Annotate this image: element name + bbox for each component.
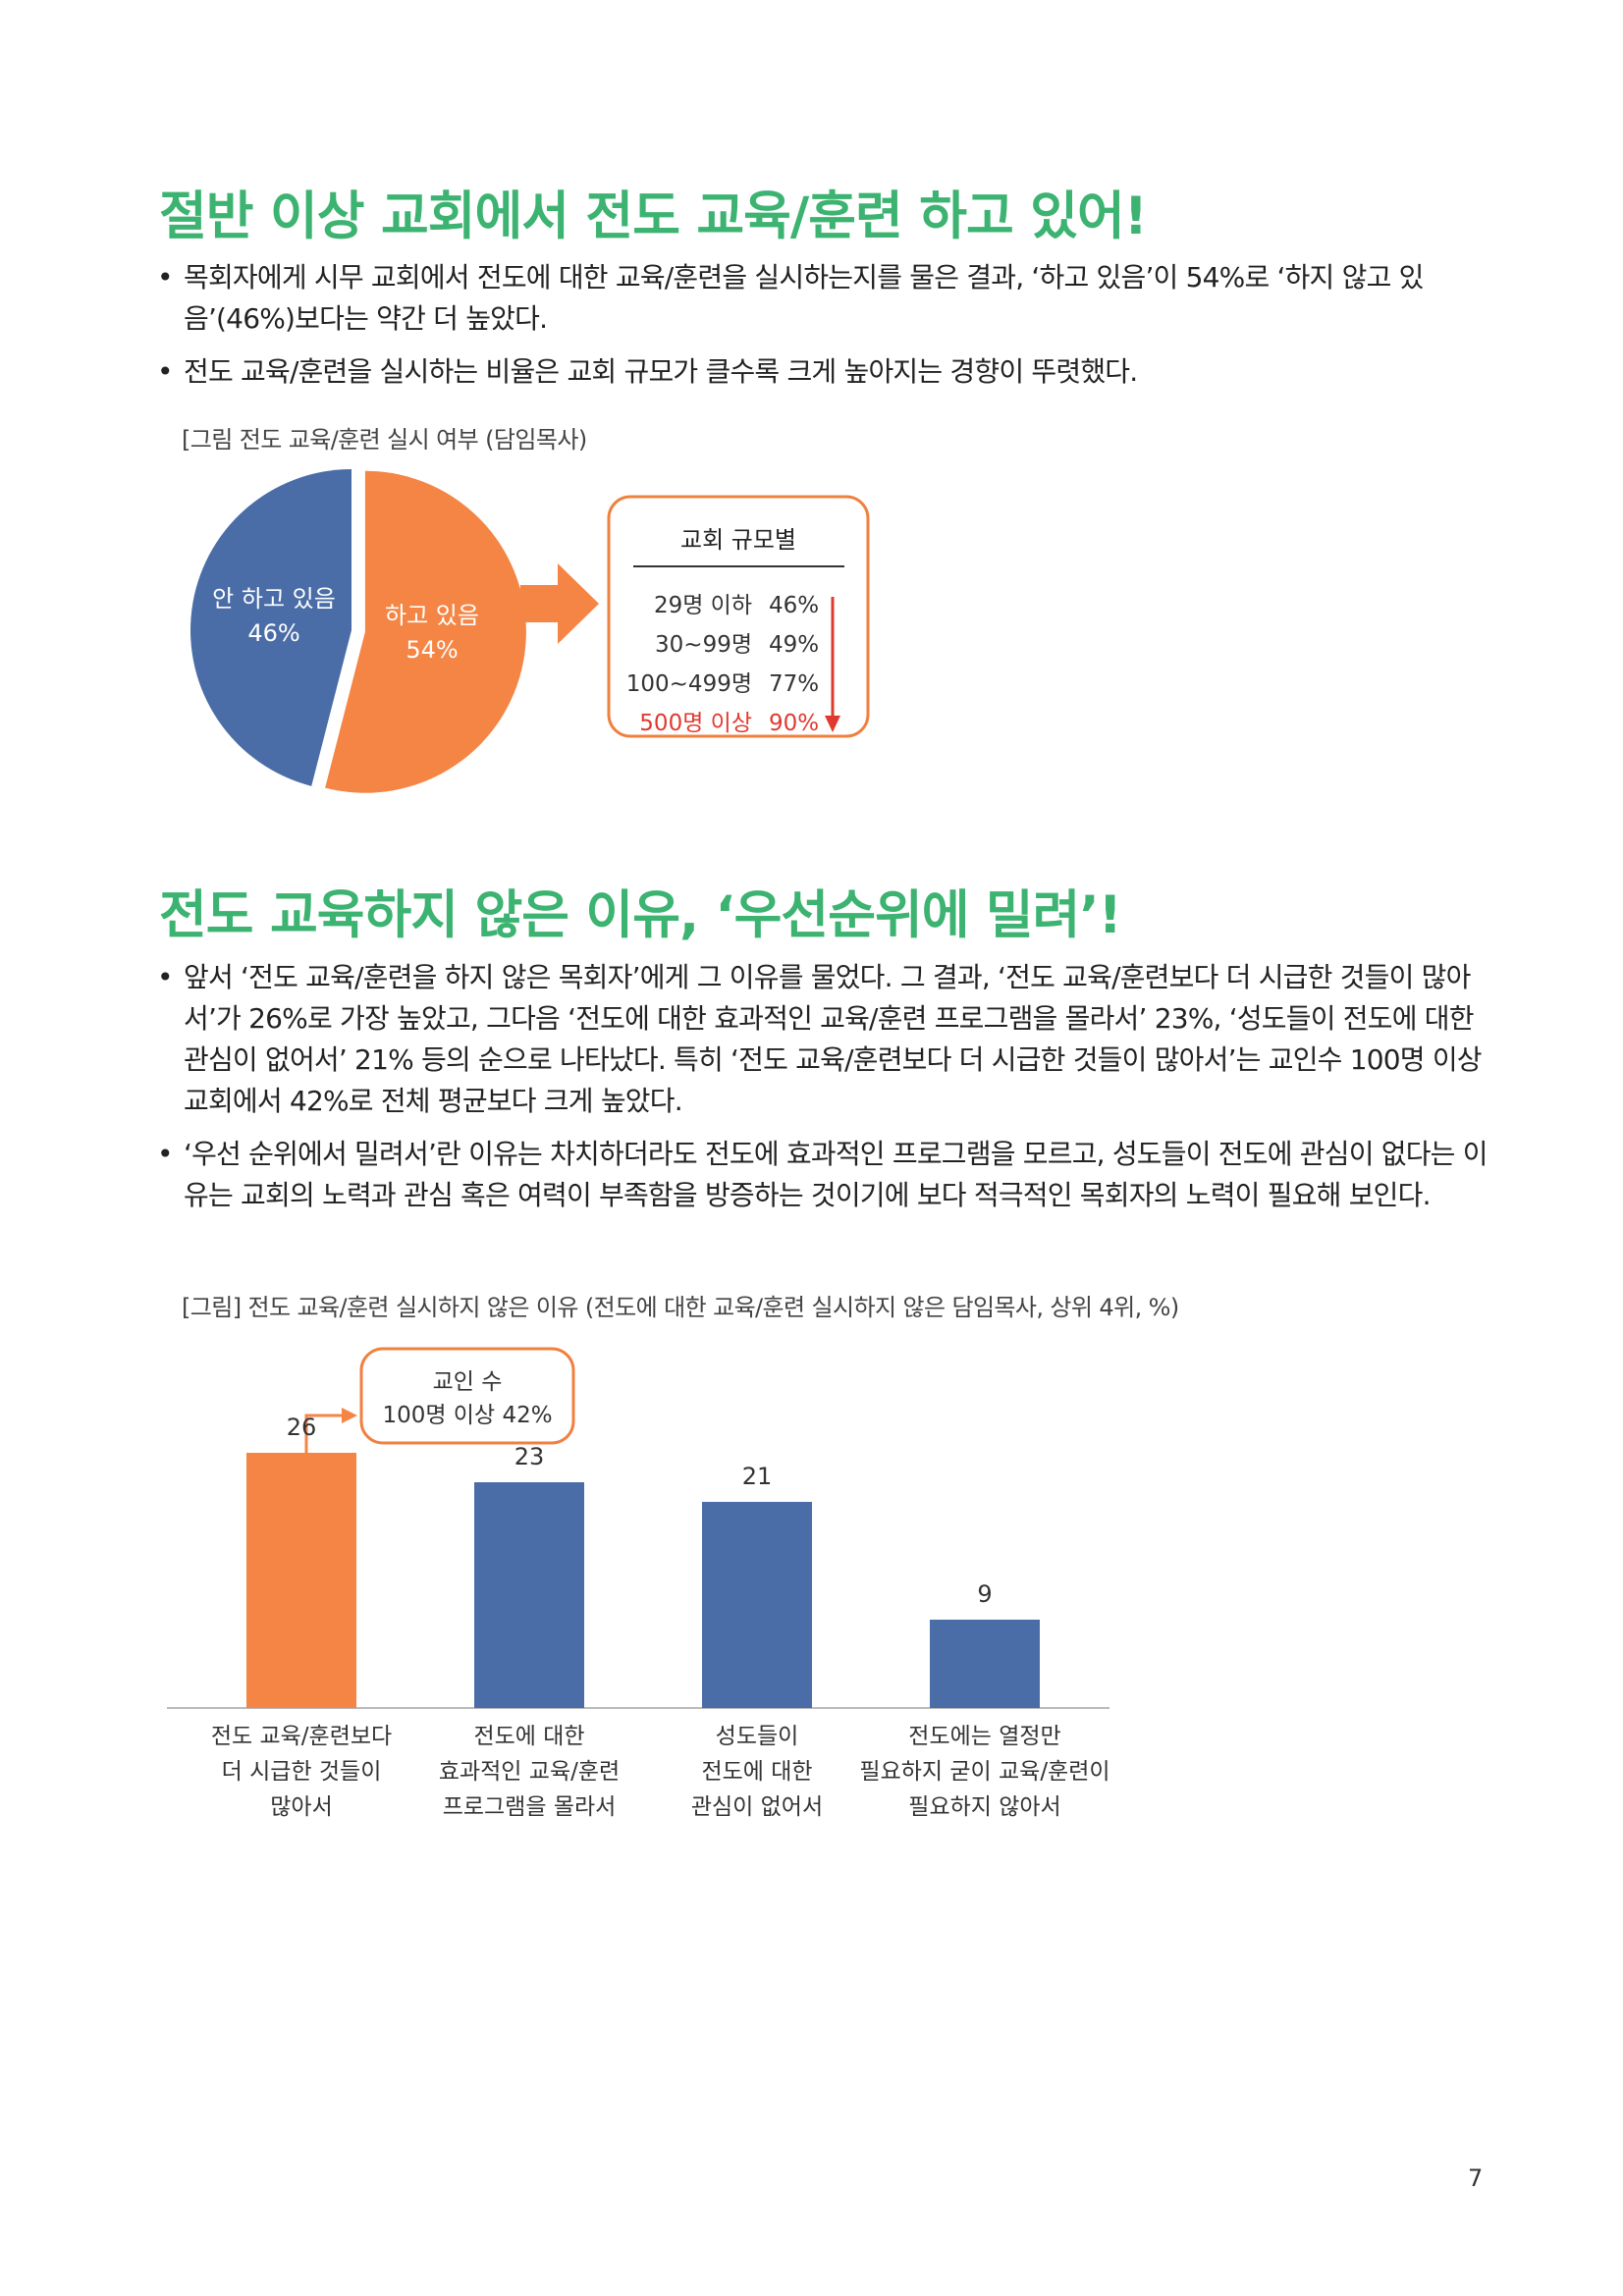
bar-value-label: 23 <box>514 1443 545 1470</box>
size-row-value: 46% <box>769 593 819 618</box>
page-number: 7 <box>1468 2164 1484 2192</box>
annotation-arrow-icon <box>342 1408 357 1423</box>
bar-value-label: 9 <box>977 1580 992 1608</box>
bar <box>246 1453 356 1708</box>
category-label: 전도에 대한 <box>701 1759 812 1785</box>
church-size-box: 교회 규모별 29명 이하 46% 30~99명 49% 100~499명 77… <box>607 495 870 738</box>
size-row-value-highlight: 90% <box>769 711 819 736</box>
bar <box>702 1502 812 1708</box>
size-box-title: 교회 규모별 <box>680 526 796 554</box>
size-row-value: 77% <box>769 671 819 697</box>
pie-label-doing: 하고 있음 <box>385 602 479 629</box>
annotation-line: 교인 수 <box>433 1369 503 1395</box>
category-label: 많아서 <box>270 1794 332 1820</box>
annotation-arrow-line <box>304 1414 344 1455</box>
category-label: 전도에는 열정만 <box>908 1724 1060 1749</box>
size-row-label-highlight: 500명 이상 <box>639 711 752 736</box>
category-label: 전도 교육/훈련보다 <box>211 1724 392 1749</box>
pie-slice-doing <box>325 470 526 793</box>
section-title-training: 절반 이상 교회에서 전도 교육/훈련 하고 있어! <box>159 187 1148 246</box>
pie-slice-not-doing <box>190 469 352 786</box>
annotation-box <box>359 1347 575 1445</box>
pie-chart: 안 하고 있음 46% 하고 있음 54% <box>190 469 526 793</box>
category-label: 효과적인 교육/훈련 <box>439 1759 620 1785</box>
bar-value-label: 26 <box>287 1414 317 1441</box>
category-label: 더 시급한 것들이 <box>222 1759 382 1785</box>
section1-bullets: 목회자에게 시무 교회에서 전도에 대한 교육/훈련을 실시하는지를 물은 결과… <box>157 257 1492 404</box>
figure-caption-bar: [그림] 전도 교육/훈련 실시하지 않은 이유 (전도에 대한 교육/훈련 실… <box>182 1294 1179 1321</box>
bullet-item: ‘우선 순위에서 밀려서’란 이유는 차치하더라도 전도에 효과적인 프로그램을… <box>157 1134 1492 1216</box>
section2-bullets: 앞서 ‘전도 교육/훈련을 하지 않은 목회자’에게 그 이유를 물었다. 그 … <box>157 957 1492 1228</box>
bullet-item: 앞서 ‘전도 교육/훈련을 하지 않은 목회자’에게 그 이유를 물었다. 그 … <box>157 957 1492 1122</box>
bar <box>474 1482 584 1708</box>
right-arrow-icon <box>520 563 599 644</box>
annotation-line: 100명 이상 42% <box>382 1403 552 1428</box>
section-title-reasons: 전도 교육하지 않은 이유, ‘우선순위에 밀려’! <box>159 885 1122 945</box>
bar-annotation: 교인 수 100명 이상 42% <box>304 1347 575 1455</box>
bullet-item: 목회자에게 시무 교회에서 전도에 대한 교육/훈련을 실시하는지를 물은 결과… <box>157 257 1492 340</box>
bullet-item: 전도 교육/훈련을 실시하는 비율은 교회 규모가 클수록 크게 높아지는 경향… <box>157 351 1492 393</box>
size-row-label: 30~99명 <box>655 632 752 658</box>
pie-value-doing: 54% <box>406 636 458 664</box>
bar-value-label: 21 <box>742 1463 773 1490</box>
size-box-border <box>607 495 870 738</box>
figure-caption-pie: [그림 전도 교육/훈련 실시 여부 (담임목사) <box>182 426 587 454</box>
category-label: 필요하지 굳이 교육/훈련이 <box>859 1759 1109 1785</box>
pie-value-not-doing: 46% <box>247 619 299 647</box>
category-label: 성도들이 <box>716 1724 799 1749</box>
category-label: 프로그램을 몰라서 <box>443 1794 617 1820</box>
size-row-label: 100~499명 <box>626 671 752 697</box>
bar <box>930 1620 1040 1708</box>
pie-figure: 안 하고 있음 46% 하고 있음 54% 교회 규모별 29명 이하 46% … <box>190 469 870 793</box>
size-row-label: 29명 이하 <box>654 593 752 618</box>
down-arrow-icon <box>825 716 840 732</box>
category-label: 전도에 대한 <box>473 1724 584 1749</box>
size-row-value: 49% <box>769 632 819 658</box>
category-label: 필요하지 않아서 <box>908 1794 1060 1820</box>
pie-label-not-doing: 안 하고 있음 <box>212 585 336 613</box>
category-label: 관심이 없어서 <box>691 1794 823 1820</box>
